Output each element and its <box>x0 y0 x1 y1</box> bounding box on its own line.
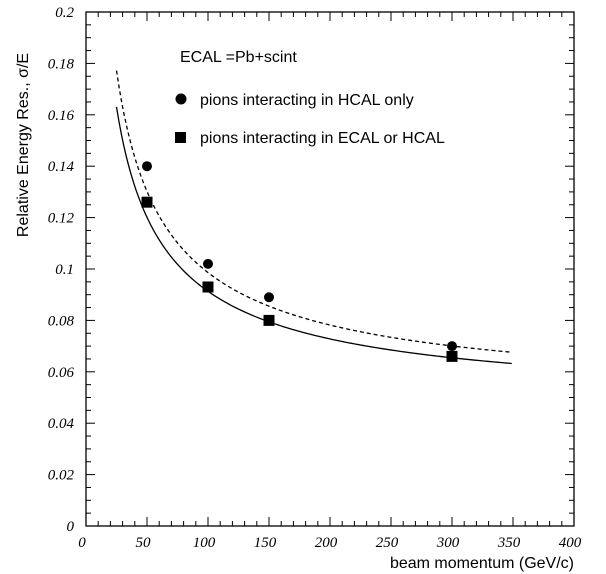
fit-curve-series-1 <box>115 106 512 365</box>
plot-frame <box>85 11 575 527</box>
data-point-series-0 <box>203 258 213 269</box>
legend-marker-square <box>175 132 186 143</box>
y-tick-label: 0.04 <box>48 416 75 432</box>
legend-marker-circle <box>175 93 187 105</box>
x-tick-label: 400 <box>559 535 582 551</box>
data-point-series-1 <box>141 196 153 208</box>
axis-ticks <box>85 11 575 527</box>
legend: pions interacting in HCAL only pions int… <box>175 92 445 147</box>
data-point-series-0 <box>142 161 152 172</box>
y-axis-title: Relative Energy Res., σ/E <box>15 53 32 237</box>
x-tick-label: 100 <box>193 535 216 551</box>
y-tick-label: 0.2 <box>55 5 74 21</box>
legend-label-ecal-or-hcal: pions interacting in ECAL or HCAL <box>200 130 445 147</box>
y-tick-label: 0.08 <box>48 313 75 329</box>
y-tick-label: 0.1 <box>55 262 74 278</box>
legend-label-hcal-only: pions interacting in HCAL only <box>200 92 414 109</box>
x-tick-label: 300 <box>436 535 460 551</box>
axis-tick-labels: 0 50 100 150 200 250 300 350 400 0 0.02 0.04 0.06 0.0… <box>48 5 582 551</box>
y-tick-label: 0.12 <box>48 211 75 227</box>
y-tick-label: 0.06 <box>48 365 75 381</box>
data-point-series-1 <box>263 314 275 326</box>
x-tick-label: 150 <box>254 535 277 551</box>
y-tick-label: 0.16 <box>48 108 75 124</box>
x-tick-label: 350 <box>497 535 521 551</box>
x-axis-title: beam momentum (GeV/c) <box>390 555 574 572</box>
x-tick-label: 200 <box>315 535 338 551</box>
data-points <box>141 161 458 362</box>
x-tick-label: 0 <box>78 535 86 551</box>
fit-curve-series-0 <box>115 70 512 353</box>
x-tick-label: 250 <box>376 535 399 551</box>
data-point-series-0 <box>264 292 274 303</box>
data-point-series-1 <box>202 281 214 293</box>
y-tick-label: 0.14 <box>48 159 75 175</box>
y-tick-label: 0.02 <box>48 468 75 484</box>
data-point-series-0 <box>447 341 457 352</box>
chart-annotation: ECAL =Pb+scint <box>180 49 297 66</box>
fit-curves <box>115 70 512 365</box>
x-tick-label: 50 <box>136 535 152 551</box>
data-point-series-1 <box>446 350 458 362</box>
y-tick-label: 0.18 <box>48 56 75 72</box>
y-tick-label: 0 <box>67 519 75 535</box>
